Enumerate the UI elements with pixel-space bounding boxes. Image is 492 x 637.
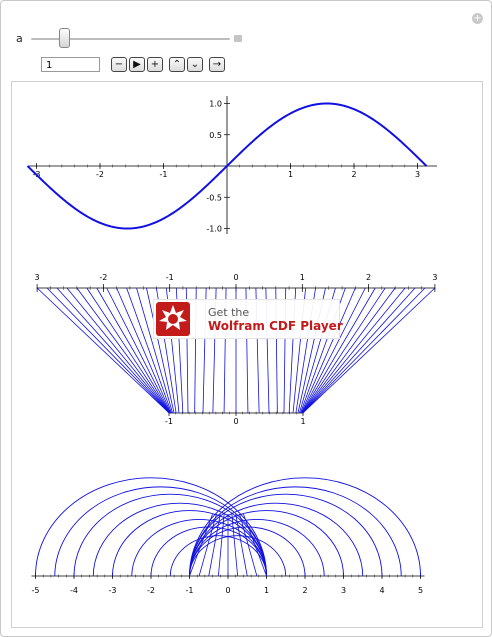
chart3-inner-segment xyxy=(208,513,221,577)
chart3-x-tick-label: -3 xyxy=(109,586,117,595)
chart1-y-tick-label: -1.0 xyxy=(206,225,222,234)
chart2-top-tick-label: 0 xyxy=(233,273,238,282)
banner-line2: Wolfram CDF Player xyxy=(208,319,343,333)
plots-svg: -3 -2 -1 1 2 3 1.0 0.5 -0.5 -1.0 3 -2 -1 0 1 2 3 -1 0 1 -5 -4… xyxy=(26,96,437,595)
chart2-segment xyxy=(56,287,170,414)
chart3-inner-segment xyxy=(231,513,239,577)
chart2-top-tick-label: 3 xyxy=(35,273,40,282)
chart2-segment xyxy=(66,287,170,414)
chart3-x-tick-label: -1 xyxy=(186,586,194,595)
parameter-slider[interactable] xyxy=(31,38,230,40)
chart2-top-tick-label: 2 xyxy=(366,273,371,282)
chart1-x-tick-label: -1 xyxy=(160,170,168,179)
chart2-segment xyxy=(136,287,173,414)
plus-icon: + xyxy=(150,59,160,70)
chart1-x-tick-label: -2 xyxy=(96,170,104,179)
slider-thumb[interactable] xyxy=(59,28,70,48)
chart2-segment xyxy=(301,287,366,414)
chart1-y-tick-label: 0.5 xyxy=(209,131,222,140)
faster-button[interactable]: ⌃ xyxy=(169,57,185,72)
chart1-series-line xyxy=(26,102,428,230)
chart3-x-tick-label: 4 xyxy=(379,586,384,595)
chart2-segment xyxy=(302,287,406,414)
chart2-bottom-tick-label: 1 xyxy=(300,417,305,426)
chart2-segment xyxy=(300,287,356,414)
minus-icon: − xyxy=(114,59,124,70)
chart2-segment xyxy=(302,287,436,414)
chart2-segment xyxy=(302,287,416,414)
chart2-segment xyxy=(302,287,396,414)
chart3-arc xyxy=(35,477,267,577)
chart3-inner-segment xyxy=(189,513,213,577)
chart2-top-tick-label: 1 xyxy=(300,273,305,282)
chart3-arc xyxy=(112,510,267,577)
slower-button[interactable]: ⌄ xyxy=(187,57,203,72)
chart1-y-tick-label: 1.0 xyxy=(209,100,222,109)
chart2-segment xyxy=(36,287,170,414)
banner-line1: Get the xyxy=(208,306,250,319)
chart3-x-tick-label: -5 xyxy=(32,586,40,595)
chart2-segment xyxy=(86,287,170,414)
chart2-top-tick-label: -2 xyxy=(99,273,107,282)
chart3-arc xyxy=(189,519,325,577)
chart2-segment xyxy=(146,287,175,414)
chart3-inner-segment xyxy=(235,513,248,577)
slider-expand-icon[interactable] xyxy=(234,35,242,42)
chart3-arc xyxy=(189,510,344,577)
wolfram-logo-icon xyxy=(156,302,190,336)
chart3-arc xyxy=(189,486,402,577)
chart3-x-tick-label: 0 xyxy=(225,586,230,595)
play-icon: ▶ xyxy=(133,59,141,70)
chart3-inner-segment xyxy=(217,513,225,577)
chart3-arc xyxy=(189,535,287,577)
chart1-x-tick-label: 3 xyxy=(415,170,420,179)
right-arrow-icon: → xyxy=(212,59,222,70)
chart2-segment xyxy=(302,287,426,414)
chart1-x-tick-label: 2 xyxy=(351,170,356,179)
chart2-segment xyxy=(96,287,171,414)
chart2-bottom-tick-label: 0 xyxy=(233,417,238,426)
chart3-inner-segment xyxy=(239,513,258,577)
chart3-arc xyxy=(189,526,306,577)
play-button[interactable]: ▶ xyxy=(129,57,145,72)
parameter-label: a xyxy=(16,32,23,45)
chart3-x-tick-label: 2 xyxy=(302,586,307,595)
chart3-x-tick-label: 1 xyxy=(264,586,269,595)
decrement-button[interactable]: − xyxy=(111,57,127,72)
chart1-x-tick-label: 1 xyxy=(288,170,293,179)
parameter-value-field[interactable]: 1 xyxy=(41,57,100,72)
chart3-x-tick-label: 3 xyxy=(341,586,346,595)
chart3-arc xyxy=(189,493,383,577)
chart2-segment xyxy=(126,287,172,414)
chart3-x-tick-label: -2 xyxy=(147,586,155,595)
increment-button[interactable]: + xyxy=(147,57,163,72)
chart3-x-tick-label: -4 xyxy=(70,586,78,595)
chart2-segment xyxy=(302,287,386,414)
chart3-arc xyxy=(131,519,267,577)
chart1-y-tick-label: -0.5 xyxy=(206,193,222,202)
chart3-inner-segment xyxy=(243,513,267,577)
chart2-bottom-tick-label: -1 xyxy=(165,417,173,426)
chart3-inner-segment xyxy=(198,513,217,577)
plot-area: -3 -2 -1 1 2 3 1.0 0.5 -0.5 -1.0 3 -2 -1 0 1 2 3 -1 0 1 -5 -4… xyxy=(11,81,483,628)
chart3-arc xyxy=(54,486,267,577)
chart3-arc xyxy=(189,477,421,577)
chart3-arc xyxy=(73,493,267,577)
chart2-segment xyxy=(116,287,172,414)
chart2-segment xyxy=(76,287,170,414)
double-chevron-up-icon: ⌃ xyxy=(172,59,182,70)
chart2-segment xyxy=(301,287,376,414)
chart2-segment xyxy=(46,287,170,414)
chart2-segment xyxy=(106,287,171,414)
chart2-top-tick-label: -1 xyxy=(166,273,174,282)
chart3-arc xyxy=(169,535,267,577)
cdf-player-banner[interactable]: Get the Wolfram CDF Player xyxy=(153,299,343,339)
chart3-x-tick-label: 5 xyxy=(418,586,423,595)
chart2-top-tick-label: 3 xyxy=(432,273,437,282)
double-chevron-down-icon: ⌄ xyxy=(190,59,200,70)
add-icon[interactable]: + xyxy=(472,13,483,24)
direction-button[interactable]: → xyxy=(209,57,225,72)
